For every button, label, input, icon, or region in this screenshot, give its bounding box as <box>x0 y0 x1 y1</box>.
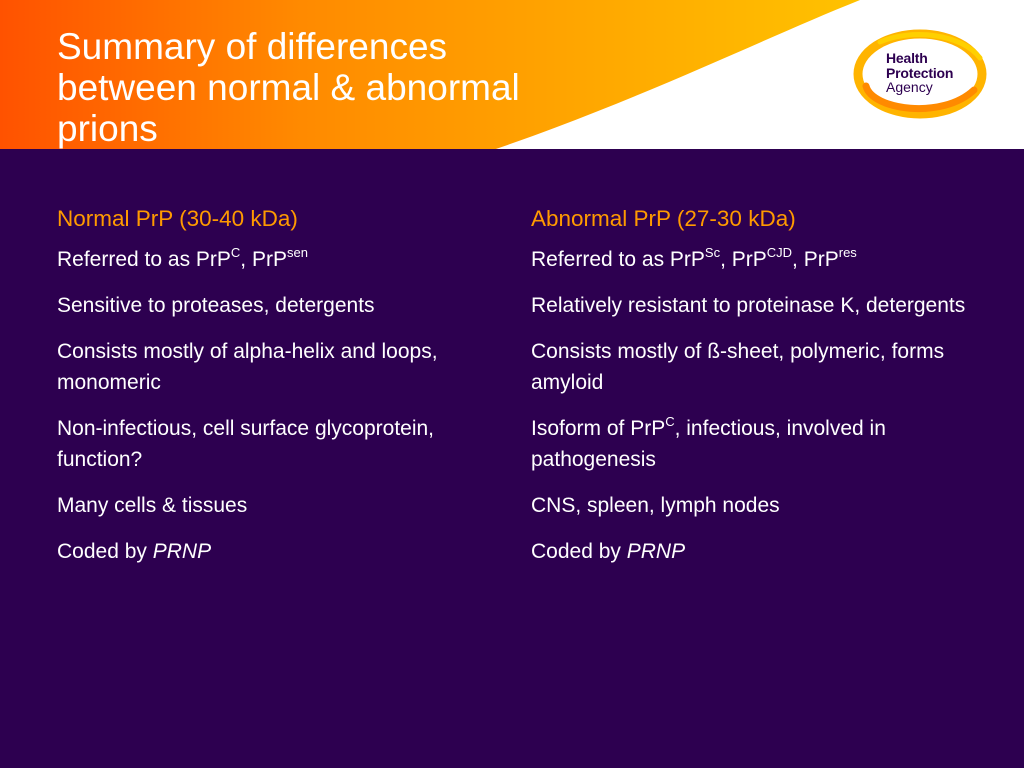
logo-line-3: Agency <box>886 79 933 95</box>
logo-line-2: Protection <box>886 64 954 81</box>
normal-prp-column: Normal PrP (30-40 kDa) Referred to as Pr… <box>57 203 477 582</box>
abnormal-bullet-resistant: Relatively resistant to proteinase K, de… <box>531 294 966 317</box>
normal-bullet-structure: Consists mostly of alpha-helix and loops… <box>57 340 438 394</box>
abnormal-prp-heading: Abnormal PrP (27-30 kDa) <box>531 206 796 231</box>
abnormal-bullet-structure: Consists mostly of ß-sheet, polymeric, f… <box>531 340 945 394</box>
logo-wordmark: Health Protection Agency <box>886 51 953 95</box>
abnormal-bullet-isoform: Isoform of PrPC, infectious, involved in… <box>531 414 886 471</box>
normal-prp-heading: Normal PrP (30-40 kDa) <box>57 206 298 231</box>
title-line-1: Summary of differences <box>57 26 448 67</box>
health-protection-agency-logo: Health Protection Agency <box>852 28 988 120</box>
logo-swoosh-icon <box>853 29 987 119</box>
title-line-3: prions <box>57 108 158 149</box>
abnormal-bullet-gene: Coded by PRNP <box>531 540 686 563</box>
abnormal-bullet-tissues: CNS, spleen, lymph nodes <box>531 494 780 517</box>
header-gradient-background <box>0 0 1024 151</box>
page-title: Summary of differences between normal & … <box>57 26 577 149</box>
normal-bullet-tissues: Many cells & tissues <box>57 494 248 517</box>
normal-bullet-infectivity: Non-infectious, cell surface glycoprotei… <box>57 417 435 471</box>
header-banner: Summary of differences between normal & … <box>0 0 1024 151</box>
abnormal-prp-column: Abnormal PrP (27-30 kDa) Referred to as … <box>531 203 981 582</box>
logo-line-1: Health <box>886 50 928 66</box>
normal-bullet-gene: Coded by PRNP <box>57 540 212 563</box>
abnormal-bullet-referred: Referred to as PrPSc, PrPCJD, PrPres <box>531 245 857 271</box>
normal-bullet-referred: Referred to as PrPC, PrPsen <box>57 245 308 271</box>
title-line-2: between normal & abnormal <box>57 67 520 108</box>
normal-bullet-sensitive: Sensitive to proteases, detergents <box>57 294 375 317</box>
